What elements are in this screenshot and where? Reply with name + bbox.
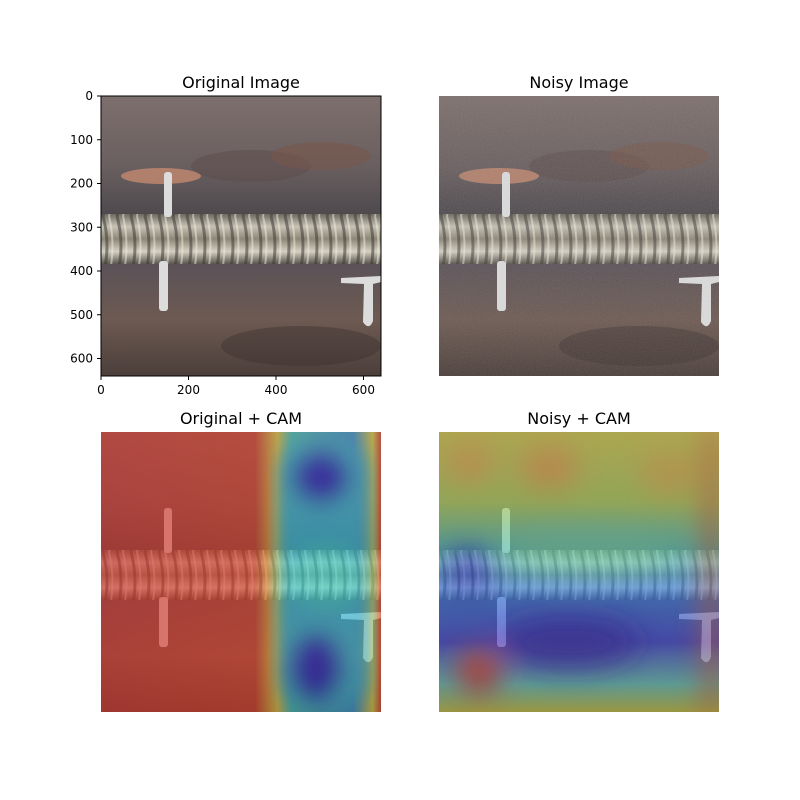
panel-title-noisy-cam: Noisy + CAM (527, 409, 631, 428)
panel-title-original-cam: Original + CAM (180, 409, 302, 428)
y-tick-label: 0 (85, 89, 93, 103)
x-tick-label: 600 (352, 383, 375, 397)
panel-original-image (101, 96, 381, 376)
x-tick-label: 200 (177, 383, 200, 397)
axes-frame (100, 95, 382, 377)
y-tick-label: 200 (70, 177, 93, 191)
x-tick-label: 400 (265, 383, 288, 397)
y-tick-label: 300 (70, 220, 93, 234)
panel-title-original: Original Image (182, 73, 300, 92)
y-tick-label: 100 (70, 133, 93, 147)
panel-noisy-cam (439, 432, 719, 712)
panel-title-noisy: Noisy Image (529, 73, 628, 92)
y-tick-label: 600 (70, 352, 93, 366)
y-tick-label: 500 (70, 308, 93, 322)
panel-original-cam (101, 432, 381, 712)
axes-original-image: 0 200 400 600 0 100 200 300 400 500 600 (70, 89, 382, 397)
panel-noisy-image (439, 96, 719, 376)
y-tick-label: 400 (70, 264, 93, 278)
x-tick-label: 0 (97, 383, 105, 397)
